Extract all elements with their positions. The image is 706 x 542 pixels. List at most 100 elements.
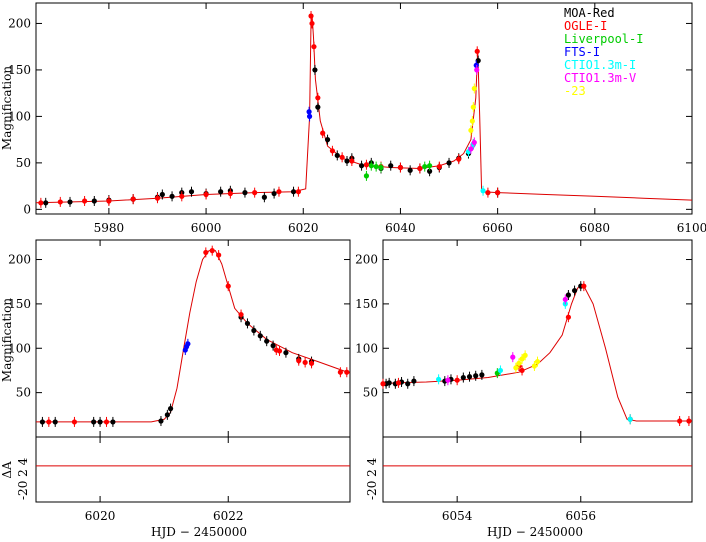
bottom-right-point bbox=[405, 381, 411, 387]
top-point bbox=[306, 113, 313, 120]
bottom-left-point bbox=[185, 341, 191, 347]
top-point bbox=[475, 58, 481, 64]
bottom-left-point bbox=[244, 320, 251, 327]
bottom-left-point bbox=[103, 419, 110, 425]
top-point bbox=[261, 194, 267, 200]
top-point bbox=[203, 191, 209, 198]
top-point bbox=[159, 191, 165, 198]
top-point bbox=[311, 44, 317, 50]
y-tick-label: 50 bbox=[16, 386, 31, 400]
x-tick-label: 6040 bbox=[385, 221, 416, 235]
bottom-right-plot-area bbox=[380, 281, 692, 427]
y-tick-label: 100 bbox=[8, 109, 31, 123]
top-point bbox=[81, 198, 88, 204]
top-point bbox=[474, 48, 480, 54]
bottom-left-model-curve bbox=[36, 250, 351, 423]
top-point bbox=[363, 173, 370, 179]
top-point bbox=[339, 154, 345, 160]
y-tick-label: 100 bbox=[355, 341, 378, 355]
y-tick-label: 150 bbox=[8, 297, 31, 311]
bottom-left-point bbox=[257, 333, 263, 339]
bottom-right-point bbox=[460, 374, 466, 381]
y-tick-label: 150 bbox=[355, 297, 378, 311]
y-tick-label: 0 bbox=[23, 202, 31, 216]
top-point bbox=[474, 67, 480, 73]
residual-ylabel: ΔA bbox=[0, 461, 14, 479]
y-tick-label: 150 bbox=[8, 63, 31, 77]
bottom-left-point bbox=[167, 406, 174, 412]
bottom-left-point bbox=[308, 360, 315, 366]
y-tick-label: 50 bbox=[16, 156, 31, 170]
top-point bbox=[106, 198, 112, 204]
x-tick-label: 5980 bbox=[94, 221, 125, 235]
top-point bbox=[363, 162, 370, 168]
top-point bbox=[485, 190, 491, 196]
bottom-right-point bbox=[479, 372, 485, 378]
top-point bbox=[290, 189, 297, 195]
bottom-right-point bbox=[519, 367, 525, 374]
legend-entry: FTS-I bbox=[564, 45, 600, 59]
bottom-right-point bbox=[445, 377, 451, 383]
bottom-right-point bbox=[519, 356, 525, 362]
top-point bbox=[91, 198, 97, 204]
legend-entry: OGLE-I bbox=[564, 19, 607, 33]
bottom-left-axes: 50 100 150 200 bbox=[8, 240, 350, 437]
bottom-left-point bbox=[264, 338, 270, 344]
bottom-right-point bbox=[436, 376, 442, 382]
bottom-right-point bbox=[677, 418, 683, 424]
bottom-left-panel: 50 100 150 200 Magnification bbox=[0, 239, 351, 438]
bottom-left-point bbox=[110, 419, 116, 425]
top-point bbox=[271, 190, 277, 197]
bottom-left-point bbox=[71, 419, 78, 425]
x-tick-label: 6080 bbox=[580, 221, 611, 235]
x-tick-label: 6022 bbox=[213, 509, 244, 523]
bottom-left-point bbox=[276, 348, 283, 354]
top-point bbox=[378, 164, 384, 171]
x-tick-label: 6100 bbox=[677, 221, 706, 235]
top-point bbox=[417, 165, 423, 172]
bottom-right-point bbox=[454, 377, 460, 383]
bottom-left-residual-axes: 6020 6022 bbox=[85, 437, 244, 523]
legend-entry: -23 bbox=[564, 84, 586, 98]
bottom-left-point bbox=[209, 248, 215, 254]
bottom-right-point bbox=[686, 418, 692, 424]
top-point bbox=[295, 189, 301, 195]
x-tick-label: 6060 bbox=[482, 221, 513, 235]
bottom-right-point bbox=[562, 296, 568, 303]
top-point bbox=[38, 200, 44, 206]
top-point bbox=[315, 104, 321, 110]
bottom-left-plot-area bbox=[36, 245, 351, 427]
bottom-left-point bbox=[225, 283, 231, 289]
top-point bbox=[43, 200, 49, 206]
top-point bbox=[276, 189, 282, 195]
top-point bbox=[324, 137, 331, 143]
bottom-right-point bbox=[510, 354, 516, 360]
top-point bbox=[57, 199, 63, 205]
top-point bbox=[329, 148, 336, 154]
top-point bbox=[349, 158, 355, 164]
top-point bbox=[373, 163, 379, 170]
top-point bbox=[334, 152, 340, 159]
bottom-right-point bbox=[522, 352, 528, 358]
top-point bbox=[169, 193, 175, 199]
legend-entry: Liverpool-I bbox=[564, 32, 643, 46]
bottom-left-point bbox=[251, 327, 257, 334]
bottom-left-point bbox=[337, 369, 343, 375]
bottom-right-point bbox=[466, 374, 473, 380]
bottom-left-point bbox=[39, 419, 46, 425]
bottom-left-point bbox=[203, 249, 209, 256]
bottom-right-point bbox=[565, 292, 572, 298]
top-point bbox=[468, 127, 474, 133]
bottom-left-point bbox=[52, 419, 58, 425]
bottom-left-point bbox=[344, 369, 350, 375]
top-point bbox=[252, 190, 258, 196]
top-point bbox=[368, 163, 374, 169]
bottom-right-point bbox=[516, 360, 522, 366]
y-tick-label: 200 bbox=[355, 253, 378, 267]
bottom-right-residual-axes: 6054 6056 bbox=[442, 437, 596, 523]
top-ylabel: Magnification bbox=[0, 66, 14, 150]
bottom-right-point bbox=[531, 363, 538, 369]
top-point bbox=[308, 13, 314, 19]
top-point bbox=[188, 189, 195, 195]
